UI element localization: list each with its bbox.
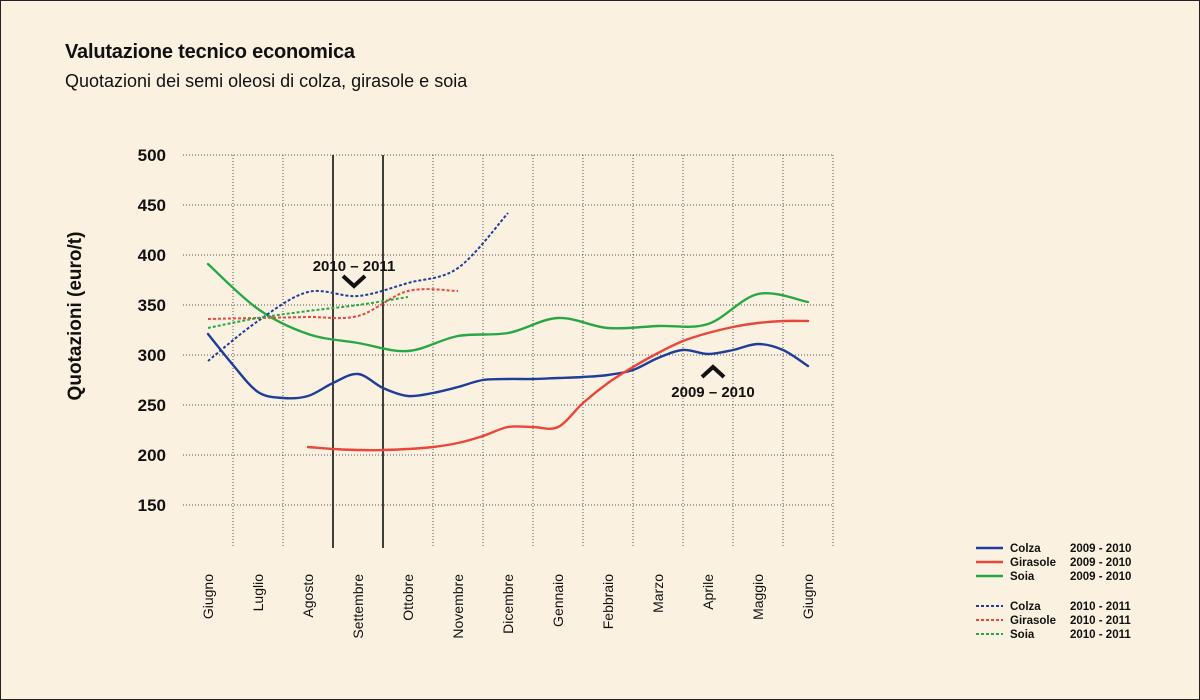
legend-series-period: 2010 - 2011 [1070,601,1131,613]
y-axis-label: Quotazioni (euro/t) [65,232,86,401]
x-tick-label: Giugno [200,574,216,619]
x-tick-label: Maggio [750,574,766,620]
x-tick-label: Giugno [800,574,816,619]
annotation-arrow-up [700,364,726,379]
x-tick-label: Ottobre [400,574,416,621]
x-tick-label: Aprile [700,574,716,610]
x-tick-label: Dicembre [500,574,516,634]
legend-series-period: 2009 - 2010 [1070,557,1131,569]
legend-series-name: Soia [1010,571,1035,583]
x-tick-label: Luglio [250,574,266,612]
annotation-arrow-down [341,274,367,289]
y-tick-label: 350 [138,296,166,315]
x-tick-label: Gennaio [550,574,566,627]
x-tick-label: Novembre [450,574,466,639]
annotation-label: 2009 – 2010 [671,384,754,401]
series-line-soia-2010-2011 [207,296,409,329]
legend-series-name: Girasole [1010,615,1056,627]
chart-subtitle: Quotazioni dei semi oleosi di colza, gir… [65,71,468,91]
series-line-girasole-2009-2010 [306,319,810,452]
legend-series-period: 2009 - 2010 [1070,571,1131,583]
annotation-label: 2010 – 2011 [313,258,396,275]
series-line-colza-2009-2010 [206,332,810,400]
legend-series-name: Soia [1010,629,1035,641]
x-tick-label: Settembre [350,574,366,639]
x-tick-label: Agosto [300,574,316,618]
legend-series-name: Girasole [1010,557,1056,569]
legend-series-name: Colza [1010,543,1041,555]
y-tick-label: 300 [138,346,166,365]
x-tick-label: Febbraio [600,574,616,629]
y-tick-label: 500 [138,146,166,165]
chart-title: Valutazione tecnico economica [65,41,355,63]
y-tick-label: 150 [138,496,166,515]
x-tick-label: Marzo [650,574,666,613]
legend-series-period: 2010 - 2011 [1070,615,1131,627]
series-line-colza-2010-2011 [207,212,509,362]
y-tick-label: 200 [138,446,166,465]
legend-series-period: 2009 - 2010 [1070,543,1131,555]
y-tick-label: 450 [138,196,166,215]
y-tick-label: 250 [138,396,166,415]
legend-series-name: Colza [1010,601,1041,613]
y-tick-label: 400 [138,246,166,265]
series-line-soia-2009-2010 [206,262,810,353]
legend-series-period: 2010 - 2011 [1070,629,1131,641]
